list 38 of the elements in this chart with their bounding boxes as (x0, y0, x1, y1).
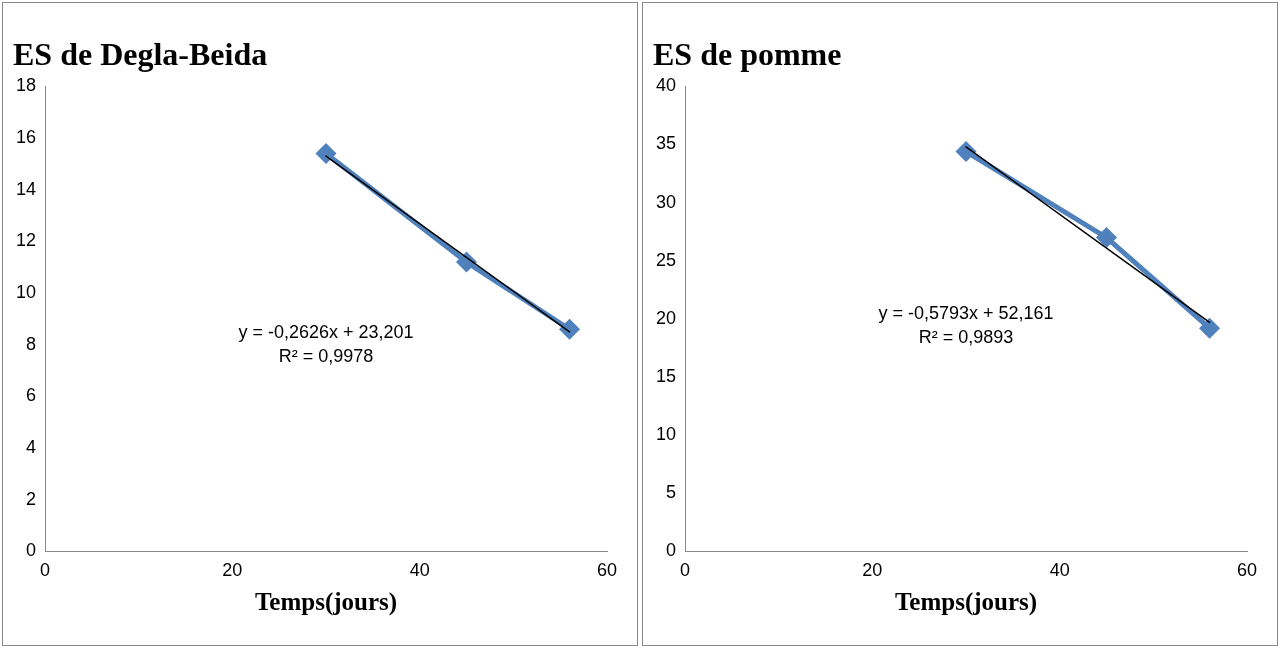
x-tick-label: 20 (222, 560, 243, 581)
y-tick-label: 15 (655, 365, 677, 386)
x-tick-label: 60 (1236, 560, 1258, 581)
x-axis-title: Temps(jours) (254, 588, 398, 617)
y-tick-label: 12 (15, 230, 37, 251)
point (1097, 228, 1117, 248)
y-tick-label: 10 (655, 424, 677, 445)
y-tick-label: 6 (26, 385, 37, 406)
y-tick-label: 16 (15, 127, 37, 148)
point (1200, 318, 1220, 338)
y-tick-label: 25 (655, 249, 677, 270)
y-tick-label: 18 (15, 75, 37, 96)
x-tick-label: 20 (862, 560, 883, 581)
y-tick-label: 0 (26, 540, 37, 561)
annotation: R² = 0,9978 (278, 345, 374, 366)
y-tick-label: 40 (655, 75, 677, 96)
x-tick-label: 60 (596, 560, 618, 581)
x-tick-label: 40 (1049, 560, 1070, 581)
y-tick-label: 2 (26, 488, 37, 509)
y-tick-label: 30 (655, 191, 677, 212)
chart-title: ES de pomme (653, 36, 842, 73)
y-tick-label: 35 (655, 133, 677, 154)
y-tick-label: 0 (666, 540, 677, 561)
x-tick-label: 0 (680, 560, 691, 581)
y-tick-label: 4 (26, 437, 37, 458)
annotation: y = -0,2626x + 23,201 (238, 321, 414, 342)
x-axis-title: Temps(jours) (894, 588, 1038, 617)
y-tick-label: 8 (26, 333, 37, 354)
x-tick-label: 0 (40, 560, 51, 581)
y-tick-label: 10 (15, 282, 37, 303)
y-tick-label: 14 (15, 178, 37, 199)
y-tick-label: 5 (666, 482, 677, 503)
y-tick-label: 20 (655, 307, 677, 328)
annotation: R² = 0,9893 (918, 327, 1014, 348)
x-tick-label: 40 (409, 560, 430, 581)
annotation: y = -0,5793x + 52,161 (878, 303, 1054, 324)
chart-title: ES de Degla-Beida (13, 36, 268, 73)
point (316, 144, 336, 164)
